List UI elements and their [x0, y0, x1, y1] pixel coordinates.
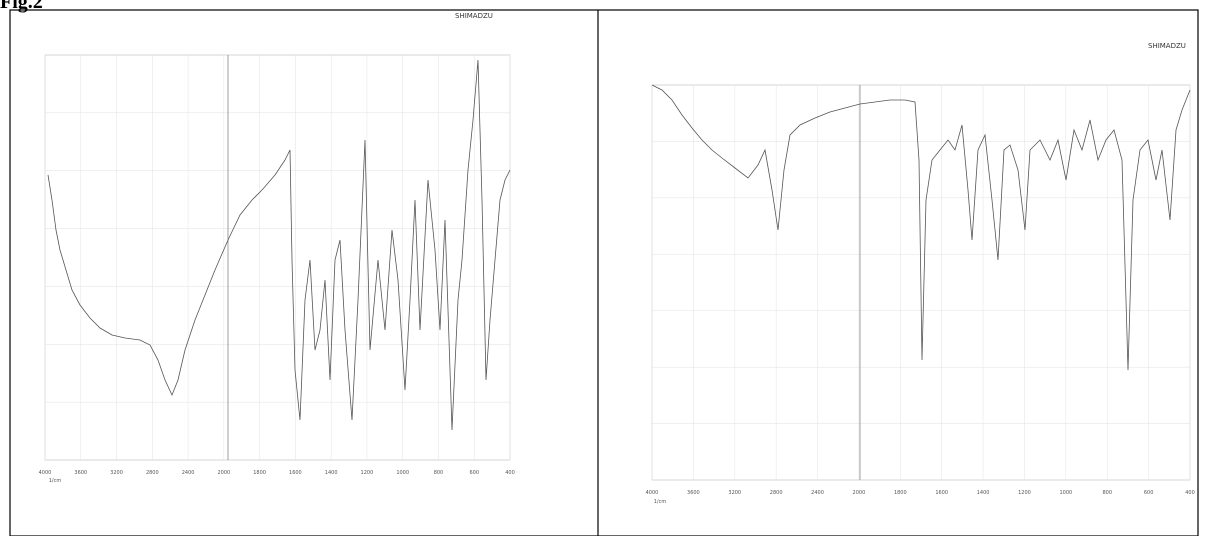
x-tick-label: 1200 — [1018, 490, 1031, 496]
x-tick-label: 800 — [1102, 490, 1112, 496]
x-tick-label: 3600 — [74, 470, 87, 476]
plot-frame — [44, 54, 511, 461]
x-tick-label: 1600 — [935, 490, 948, 496]
x-tick-label: 1800 — [894, 490, 907, 496]
x-tick-label: 1200 — [361, 470, 374, 476]
x-tick-label: 600 — [469, 470, 479, 476]
x-tick-label: 400 — [505, 470, 515, 476]
x-tick-label: 1800 — [253, 470, 266, 476]
x-tick-label: 3200 — [728, 490, 741, 496]
x-tick-label: 2800 — [146, 470, 159, 476]
x-tick-label: 1400 — [977, 490, 990, 496]
x-tick-label: 4000 — [39, 470, 52, 476]
right-spectrum-panel: SHIMADZU 1/cm — [651, 42, 1191, 505]
x-tick-label: 3200 — [110, 470, 123, 476]
x-tick-label: 1400 — [325, 470, 338, 476]
x-tick-label: 600 — [1144, 490, 1154, 496]
spectrum-trace — [47, 59, 511, 431]
x-tick-label: 4000 — [646, 490, 659, 496]
brand-label: SHIMADZU — [1148, 42, 1186, 50]
caption: Fig.2 — [0, 0, 43, 13]
x-tick-label: 1600 — [289, 470, 302, 476]
x-tick-label: 2400 — [811, 490, 824, 496]
x-tick-label: 800 — [434, 470, 444, 476]
x-tick-label: 1000 — [1059, 490, 1072, 496]
x-tick-label: 2000 — [217, 470, 230, 476]
x-tick-label: 3600 — [687, 490, 700, 496]
spectrum-trace — [651, 84, 1191, 371]
x-tick-label: 2800 — [770, 490, 783, 496]
left-spectrum-panel: SHIMADZU 1/cm — [44, 12, 511, 484]
x-tick-label: 400 — [1185, 490, 1195, 496]
x-tick-label: 2000 — [853, 490, 866, 496]
x-tick-label: 2400 — [182, 470, 195, 476]
x-unit-label: 1/cm — [49, 478, 62, 484]
x-unit-label: 1/cm — [654, 499, 667, 505]
brand-label: SHIMADZU — [455, 12, 493, 20]
x-tick-label: 1000 — [396, 470, 409, 476]
table-border — [9, 9, 1199, 536]
